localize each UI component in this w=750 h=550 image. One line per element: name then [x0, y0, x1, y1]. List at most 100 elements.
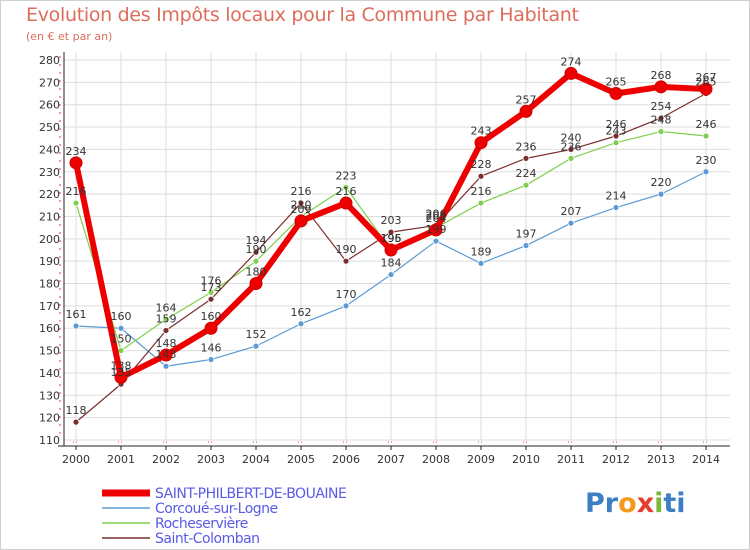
- data-point-rocheserviere: [117, 347, 125, 354]
- data-point-rocheserviere: [567, 154, 575, 162]
- data-label-extra: 143: [156, 348, 177, 361]
- data-label-rocheserviere: 216: [66, 185, 87, 198]
- legend-label-saint-colomban: Saint-Colomban: [155, 531, 260, 547]
- data-label-rocheserviere: 164: [156, 301, 177, 314]
- x-tick-label: 2002: [152, 453, 180, 466]
- data-label-saint-philbert-de-bouaine: 257: [516, 93, 537, 106]
- data-label-saint-colomban: 206: [426, 207, 447, 220]
- data-point-rocheserviere: [72, 199, 80, 207]
- data-point-rocheserviere: [522, 181, 530, 189]
- data-point-rocheserviere: [252, 257, 260, 265]
- data-point-corcoue-sur-logne: [162, 362, 170, 370]
- y-tick-label: 170: [39, 300, 60, 313]
- data-label-saint-philbert-de-bouaine: 267: [696, 71, 717, 84]
- data-label-saint-colomban: 159: [156, 312, 177, 325]
- data-point-saint-philbert-de-bouaine: [699, 82, 713, 96]
- data-point-saint-philbert-de-bouaine: [564, 66, 578, 80]
- data-label-saint-philbert-de-bouaine: 160: [201, 310, 222, 323]
- logo-letter: x: [636, 488, 655, 519]
- data-point-saint-philbert-de-bouaine: [384, 243, 398, 257]
- y-tick-label: 220: [39, 188, 60, 201]
- y-tick-label: 180: [39, 278, 60, 291]
- data-label-saint-philbert-de-bouaine: 216: [336, 185, 357, 198]
- y-tick-label: 250: [39, 121, 60, 134]
- legend-label-corcoue-sur-logne: Corcoué-sur-Logne: [155, 501, 278, 517]
- y-tick-label: 210: [39, 210, 60, 223]
- data-label-corcoue-sur-logne: 220: [651, 176, 672, 189]
- data-point-corcoue-sur-logne: [72, 322, 80, 330]
- data-point-saint-philbert-de-bouaine: [474, 136, 488, 150]
- data-point-saint-philbert-de-bouaine: [519, 104, 533, 118]
- x-tick-label: 2001: [107, 453, 135, 466]
- y-tick-label: 150: [39, 345, 60, 358]
- y-tick-label: 110: [39, 434, 60, 447]
- data-label-corcoue-sur-logne: 146: [201, 342, 222, 355]
- y-tick-label: 280: [39, 54, 60, 67]
- data-point-saint-philbert-de-bouaine: [159, 348, 173, 362]
- x-tick-label: 2014: [692, 453, 720, 466]
- data-point-rocheserviere: [702, 132, 710, 140]
- logo-letter: r: [604, 488, 619, 519]
- data-point-saint-colomban: [297, 199, 305, 207]
- data-label-saint-philbert-de-bouaine: 180: [246, 266, 267, 279]
- data-label-rocheserviere: 210: [291, 198, 312, 211]
- data-label-rocheserviere: 205: [426, 210, 447, 223]
- data-label-corcoue-sur-logne: 162: [291, 306, 312, 319]
- data-point-corcoue-sur-logne: [477, 260, 485, 267]
- data-point-rocheserviere: [207, 289, 215, 296]
- data-point-saint-colomban: [252, 248, 260, 256]
- data-point-corcoue-sur-logne: [117, 324, 125, 332]
- chart-series: [69, 66, 713, 426]
- data-point-saint-colomban: [72, 418, 80, 426]
- y-tick-label: 160: [39, 322, 60, 335]
- data-label-corcoue-sur-logne: 184: [381, 257, 402, 270]
- chart-axes: 110 120 130 140 150 160 170 180 190 200 210 220 230 2…: [39, 52, 730, 466]
- y-tick-label: 240: [39, 143, 60, 156]
- chart-legend: SAINT-PHILBERT-DE-BOUAINECorcoué-sur-Log…: [102, 486, 347, 547]
- data-label-saint-colomban: 246: [606, 118, 627, 131]
- data-label-saint-philbert-de-bouaine: 204: [426, 212, 447, 225]
- data-label-corcoue-sur-logne: 207: [561, 205, 582, 218]
- data-point-corcoue-sur-logne: [522, 242, 530, 249]
- data-label-rocheserviere: 236: [561, 140, 582, 153]
- data-label-saint-philbert-de-bouaine: 209: [291, 203, 312, 216]
- data-label-saint-philbert-de-bouaine: 148: [156, 337, 177, 350]
- page-title: Evolution des Impôts locaux pour la Comm…: [26, 4, 579, 26]
- x-tick-label: 2012: [602, 453, 630, 466]
- data-label-rocheserviere: 150: [111, 333, 132, 346]
- x-tick-label: 2008: [422, 453, 450, 466]
- data-label-saint-philbert-de-bouaine: 234: [66, 145, 87, 158]
- data-label-corcoue-sur-logne: 170: [336, 288, 357, 301]
- data-point-corcoue-sur-logne: [342, 302, 350, 310]
- data-point-corcoue-sur-logne: [612, 204, 620, 211]
- data-label-rocheserviere: 196: [381, 232, 402, 245]
- data-point-saint-philbert-de-bouaine: [204, 321, 218, 335]
- x-tick-label: 2010: [512, 453, 540, 466]
- data-label-extra: 199: [426, 223, 447, 236]
- data-label-saint-colomban: 173: [201, 281, 222, 294]
- legend-label-rocheserviere: Rocheservière: [155, 516, 248, 532]
- x-tick-label: 2006: [332, 453, 360, 466]
- data-point-saint-philbert-de-bouaine: [654, 80, 668, 94]
- logo-letter: o: [618, 488, 637, 519]
- data-label-saint-colomban: 190: [336, 243, 357, 256]
- data-label-rocheserviere: 246: [696, 118, 717, 131]
- data-point-corcoue-sur-logne: [432, 237, 440, 245]
- data-point-rocheserviere: [162, 315, 170, 323]
- data-label-corcoue-sur-logne: 160: [111, 310, 132, 323]
- data-point-saint-colomban: [477, 172, 485, 180]
- data-label-saint-philbert-de-bouaine: 265: [606, 76, 627, 89]
- data-point-corcoue-sur-logne: [207, 356, 215, 363]
- data-label-saint-colomban: 228: [471, 158, 492, 171]
- data-label-saint-colomban: 135: [111, 366, 132, 379]
- data-label-rocheserviere: 224: [516, 167, 537, 180]
- data-label-rocheserviere: 243: [606, 125, 627, 138]
- data-point-rocheserviere: [342, 184, 350, 191]
- data-label-saint-colomban: 240: [561, 131, 582, 144]
- y-tick-label: 130: [39, 389, 60, 402]
- data-point-saint-colomban: [522, 154, 530, 162]
- x-tick-label: 2000: [62, 453, 90, 466]
- data-label-saint-philbert-de-bouaine: 274: [561, 55, 582, 68]
- data-point-saint-philbert-de-bouaine: [69, 156, 83, 170]
